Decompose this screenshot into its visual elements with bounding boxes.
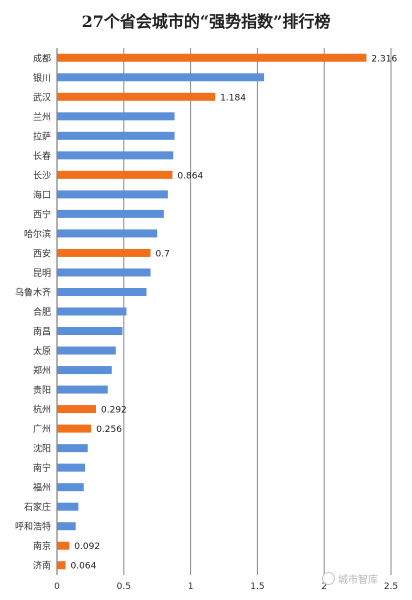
category-label: 乌鲁木齐 — [15, 286, 51, 298]
bar — [57, 209, 164, 218]
category-label: 兰州 — [33, 111, 51, 123]
bar — [57, 307, 127, 316]
bar — [57, 385, 108, 394]
category-label: 贵阳 — [33, 384, 51, 396]
tick-label: 0 — [54, 582, 60, 592]
category-label: 石家庄 — [24, 501, 51, 513]
category-label: 南昌 — [33, 326, 51, 338]
data-label: 1.184 — [220, 93, 246, 103]
category-label: 呼和浩特 — [15, 521, 51, 533]
data-label: 0.292 — [101, 406, 127, 416]
category-label: 武汉 — [33, 91, 51, 103]
tick-label: 2 — [321, 582, 327, 592]
watermark: 城市智库 — [322, 571, 378, 586]
bar — [57, 112, 175, 121]
bar — [57, 522, 76, 531]
wechat-icon — [322, 572, 335, 585]
watermark-text: 城市智库 — [338, 575, 378, 586]
bar — [57, 131, 175, 140]
category-label: 杭州 — [33, 404, 51, 416]
chart-title: 27个省会城市的“强势指数”排行榜 — [81, 12, 331, 31]
category-label: 昆明 — [33, 268, 51, 279]
tick-label: 1 — [188, 582, 194, 592]
bar — [57, 190, 168, 199]
data-label: 2.316 — [371, 54, 397, 64]
bar — [57, 248, 151, 257]
category-label: 长春 — [33, 150, 51, 162]
tick-label: 0.5 — [117, 582, 131, 592]
category-label: 沈阳 — [33, 443, 51, 455]
category-label: 南京 — [33, 540, 51, 552]
bar — [57, 73, 265, 82]
bar — [57, 53, 367, 62]
category-label: 成都 — [33, 52, 51, 64]
category-label: 银川 — [33, 72, 51, 84]
data-label: 0.092 — [74, 542, 100, 552]
bar — [57, 268, 151, 277]
bar — [57, 366, 112, 375]
category-label: 拉萨 — [33, 130, 51, 142]
bar — [57, 561, 66, 570]
category-label: 福州 — [33, 482, 51, 494]
bar — [57, 170, 173, 179]
bar — [57, 327, 123, 336]
bar — [57, 483, 84, 492]
data-label: 0.7 — [156, 249, 170, 259]
tick-label: 1.5 — [250, 582, 264, 592]
data-label: 0.256 — [96, 425, 122, 435]
category-label: 海口 — [33, 189, 51, 201]
bar — [57, 151, 174, 160]
data-label: 0.064 — [71, 562, 97, 572]
category-label: 长沙 — [33, 169, 51, 181]
bar — [57, 424, 92, 433]
category-label: 合肥 — [33, 306, 51, 318]
bar — [57, 463, 86, 472]
bar — [57, 346, 116, 355]
bar — [57, 444, 88, 453]
category-label: 太原 — [33, 345, 51, 357]
bar — [57, 229, 158, 238]
category-label: 济南 — [33, 560, 51, 572]
bar — [57, 502, 79, 511]
bar — [57, 405, 97, 414]
bar — [57, 541, 70, 550]
category-label: 广州 — [33, 423, 51, 435]
tick-label: 2.5 — [384, 582, 398, 592]
category-label: 南宁 — [33, 462, 51, 474]
category-label: 西宁 — [33, 208, 51, 220]
bar — [57, 92, 216, 101]
data-label: 0.864 — [177, 171, 203, 181]
category-label: 郑州 — [33, 365, 51, 377]
bar — [57, 287, 147, 296]
category-label: 西安 — [33, 247, 51, 259]
category-label: 哈尔滨 — [24, 228, 51, 240]
